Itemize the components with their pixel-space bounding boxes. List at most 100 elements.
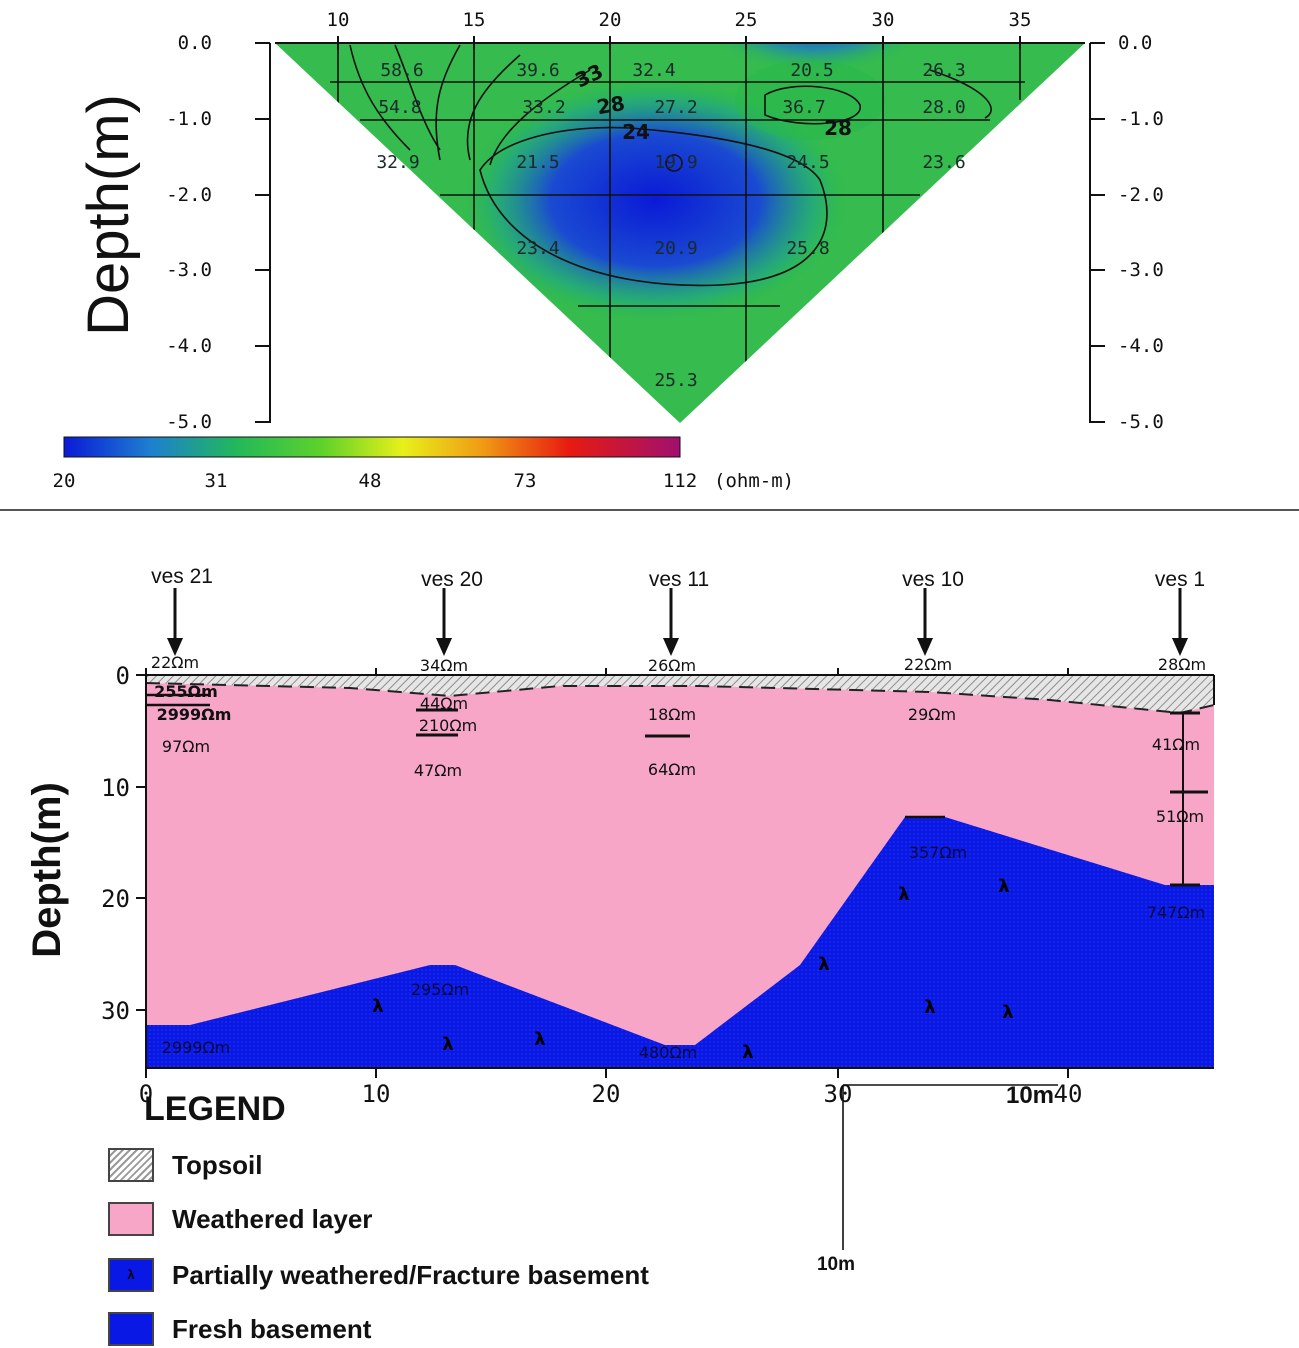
y-tick-label: 10 [101,774,130,802]
legend-item-weathered: Weathered layer [108,1202,808,1238]
resistivity-value-label: 32.4 [632,60,675,81]
geoelectric-section: λ λ λ λ λ λ λ λ λ [146,675,1214,1068]
ves-arrow-icon [663,638,679,656]
y-tick-label: 0 [116,662,130,690]
x-tick-label: 20 [599,9,622,31]
y-tick-label-left: -2.0 [166,184,212,206]
resistivity-value-label: 747Ωm [1147,903,1205,922]
x-tick-label: 15 [463,9,486,31]
legend-item-partially-weathered: λ Partially weathered/Fracture basement [108,1258,808,1294]
resistivity-value-label: 29Ωm [908,705,956,724]
ves-label: ves 10 [902,568,964,591]
resistivity-value-label: 210Ωm [419,716,477,735]
resistivity-value-label: 58.6 [380,60,423,81]
y-tick-label-right: -3.0 [1118,259,1164,281]
y-tick-label-right: -2.0 [1118,184,1164,206]
fracture-symbol-icon: λ [1002,1002,1013,1023]
resistivity-value-label: 28Ωm [1158,655,1206,674]
y-tick-label: 30 [101,997,130,1025]
y-tick-label-right: -5.0 [1118,411,1164,433]
resistivity-value-label: 22Ωm [151,653,199,672]
resistivity-value-label: 36.7 [782,97,825,118]
y-tick-label-right: -1.0 [1118,108,1164,130]
y-tick-label-left: -3.0 [166,259,212,281]
colorbar-unit: (ohm-m) [714,470,794,492]
resistivity-value-label: 26.3 [922,60,965,81]
resistivity-value-label: 25.3 [654,370,697,391]
resistivity-value-label: 24.5 [786,152,829,173]
ves-arrow-icon [436,638,452,656]
scale-label-vertical: 10m [817,1254,855,1275]
resistivity-value-label: 28.0 [922,97,965,118]
pseudosection-panel: 10 15 20 25 30 35 0.0 -1.0 -2.0 -3.0 -4.0 -5.0 0.0 -1… [25,0,1164,492]
colorbar-tick-label: 20 [53,470,76,492]
resistivity-value-label: 480Ωm [639,1043,697,1062]
ves-label: ves 21 [151,565,213,588]
fracture-symbol-icon: λ [442,1034,453,1055]
contour-label: 24 [622,120,650,144]
ves-arrows [167,588,1188,656]
resistivity-value-label: 20.5 [790,60,833,81]
resistivity-value-label: 64Ωm [648,760,696,779]
resistivity-value-label: 20.9 [654,238,697,259]
x-tick-label: 10 [327,9,350,31]
topsoil-swatch-icon [108,1148,154,1182]
legend: LEGEND Topsoil Weathered layer λ Partial… [108,1090,808,1340]
resistivity-value-label: 39.6 [516,60,559,81]
legend-label: Topsoil [172,1150,263,1181]
fracture-symbol-icon: λ [818,954,829,975]
resistivity-value-label: 19.9 [654,152,697,173]
contour-label: 28 [595,91,627,119]
resistivity-value-label: 33.2 [522,97,565,118]
y-tick-label-left: -5.0 [166,411,212,433]
resistivity-value-label: 23.6 [922,152,965,173]
x-tick-label: 30 [872,9,895,31]
weathered-swatch-icon [108,1202,154,1236]
y-tick-label-right: 0.0 [1118,32,1152,54]
y-tick-label-left: -1.0 [166,108,212,130]
resistivity-value-label: 26Ωm [648,656,696,675]
fracture-swatch-icon: λ [108,1258,154,1292]
fracture-symbol-icon: λ [998,876,1009,897]
legend-item-fresh-basement: Fresh basement [108,1312,808,1348]
top-y-axis-title: Depth(m) [76,94,141,336]
resistivity-value-label: 22Ωm [904,655,952,674]
colorbar-tick-label: 48 [359,470,382,492]
resistivity-value-label: 44Ωm [420,694,468,713]
resistivity-value-label: 255Ωm [154,682,218,701]
resistivity-value-label: 21.5 [516,152,559,173]
y-tick-label-right: -4.0 [1118,335,1164,357]
resistivity-value-label: 41Ωm [1152,735,1200,754]
y-tick-label-left: -4.0 [166,335,212,357]
fracture-symbol-icon: λ [742,1042,753,1063]
ves-arrow-icon [1172,638,1188,656]
x-tick-label: 25 [735,9,758,31]
legend-label: Fresh basement [172,1314,371,1345]
resistivity-value-label: 27.2 [654,97,697,118]
colorbar-tick-label: 73 [514,470,537,492]
colorbar [64,437,680,457]
legend-title: LEGEND [144,1090,286,1129]
resistivity-value-label: 25.8 [786,238,829,259]
resistivity-value-label: 34Ωm [420,656,468,675]
y-tick-label-left: 0.0 [178,32,212,54]
resistivity-value-label: 51Ωm [1156,807,1204,826]
legend-item-topsoil: Topsoil [108,1148,808,1184]
colorbar-tick-label: 112 [663,470,697,492]
resistivity-value-label: 32.9 [376,152,419,173]
fresh-basement-swatch-icon [108,1312,154,1346]
fracture-symbol-icon: λ [924,997,935,1018]
resistivity-value-label: 23.4 [516,238,559,259]
resistivity-value-label: 2999Ωm [162,1038,231,1057]
x-tick-label: 35 [1009,9,1032,31]
resistivity-value-label: 2999Ωm [157,705,232,724]
resistivity-value-label: 54.8 [378,97,421,118]
colorbar-ticks: 20 31 48 73 112 [53,470,698,492]
ves-labels: ves 21 ves 20 ves 11 ves 10 ves 1 [151,565,1205,591]
ves-arrow-icon [917,638,933,656]
legend-label: Weathered layer [172,1204,372,1235]
fracture-symbol-icon: λ [372,996,383,1017]
fracture-symbol-icon: λ [534,1029,545,1050]
scale-label-horizontal: 10m [1006,1082,1054,1109]
y-tick-label: 20 [101,885,130,913]
